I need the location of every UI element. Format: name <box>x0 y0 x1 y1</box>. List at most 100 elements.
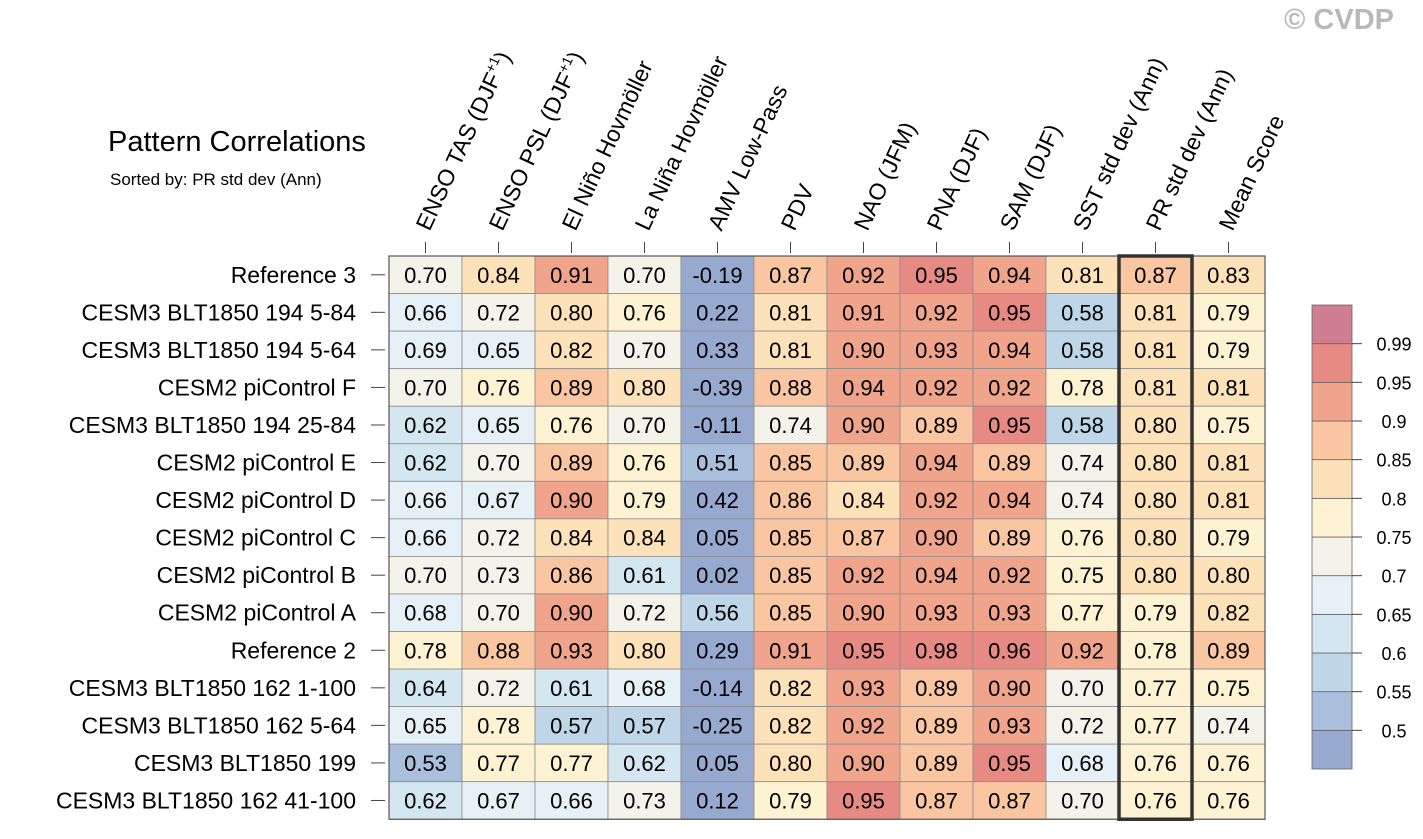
cell-value-label: 0.93 <box>915 338 958 363</box>
column-label: AMV Low-Pass <box>702 81 792 234</box>
cell-value-label: 0.02 <box>696 563 739 588</box>
heatmap-cell <box>753 480 828 520</box>
colorbar-swatch <box>1311 575 1353 615</box>
cell-value-label: 0.87 <box>842 526 885 551</box>
cell-value-label: 0.66 <box>550 788 593 813</box>
colorbar-tick-label: 0.9 <box>1381 412 1406 432</box>
cell-value-label: 0.78 <box>477 713 520 738</box>
row-label: CESM3 BLT1850 162 5-64 <box>82 712 357 738</box>
cell-value-label: 0.62 <box>404 451 447 476</box>
cell-value-label: 0.80 <box>1134 488 1177 513</box>
cell-value-label: 0.88 <box>769 375 812 400</box>
heatmap-cell <box>826 330 901 370</box>
cell-value-label: 0.76 <box>623 451 666 476</box>
heatmap-frame <box>388 255 1266 820</box>
column-label: PNA (DJF) <box>921 124 991 235</box>
heatmap-cell <box>972 255 1047 294</box>
cell-value-label: 0.82 <box>550 338 593 363</box>
heatmap-cell <box>680 593 755 632</box>
heatmap-cell <box>461 706 536 745</box>
heatmap-cell <box>534 405 609 445</box>
cell-value-label: 0.94 <box>988 263 1031 288</box>
cell-value-label: 0.76 <box>623 300 666 325</box>
heatmap-cell <box>1045 556 1120 595</box>
colorbar-tick-label: 0.6 <box>1381 644 1406 664</box>
cell-value-label: 0.74 <box>769 413 812 438</box>
cell-value-label: 0.80 <box>1134 413 1177 438</box>
cell-value-label: 0.81 <box>1061 263 1104 288</box>
cell-value-label: 0.85 <box>769 451 812 476</box>
heatmap-cell <box>607 556 682 595</box>
row-label: CESM2 piControl D <box>155 487 356 513</box>
cell-value-label: 0.84 <box>623 526 666 551</box>
cell-value-label: 0.79 <box>769 788 812 813</box>
cell-value-label: 0.81 <box>769 338 812 363</box>
cell-value-label: 0.92 <box>842 713 885 738</box>
cell-value-label: 0.92 <box>988 375 1031 400</box>
cell-value-label: 0.05 <box>696 751 739 776</box>
cell-value-label: 0.70 <box>623 413 666 438</box>
row-label: CESM2 piControl B <box>157 562 356 588</box>
cell-value-label: 0.87 <box>769 263 812 288</box>
heatmap-cell <box>388 255 463 294</box>
cell-value-label: 0.70 <box>623 263 666 288</box>
cell-value-label: 0.74 <box>1207 713 1250 738</box>
cell-value-label: 0.88 <box>477 638 520 663</box>
heatmap-cell <box>607 255 682 294</box>
row-label: CESM2 piControl C <box>155 525 356 551</box>
cell-value-label: 0.29 <box>696 638 739 663</box>
colorbar-swatch <box>1311 691 1353 731</box>
cell-value-label: 0.62 <box>404 413 447 438</box>
chart-title: Pattern Correlations <box>108 126 366 158</box>
cell-value-label: 0.90 <box>842 601 885 626</box>
heatmap-cell <box>753 593 828 632</box>
cell-value-label: 0.92 <box>842 563 885 588</box>
cell-value-label: 0.75 <box>1061 563 1104 588</box>
cell-value-label: 0.56 <box>696 601 739 626</box>
heatmap-cell <box>826 743 901 783</box>
heatmap-cell <box>753 556 828 595</box>
heatmap-cell <box>899 405 974 445</box>
row-label: CESM3 BLT1850 162 1-100 <box>69 675 356 701</box>
row-label: CESM3 BLT1850 194 5-84 <box>82 299 357 325</box>
heatmap-cell <box>461 368 536 407</box>
heatmap-cell <box>388 743 463 783</box>
cell-value-label: 0.76 <box>1134 788 1177 813</box>
colorbar-tick-label: 0.65 <box>1376 605 1411 625</box>
cell-value-label: 0.78 <box>1061 375 1104 400</box>
heatmap-cell <box>1191 593 1266 632</box>
heatmap-cell <box>388 330 463 370</box>
highlighted-column-box <box>1117 254 1194 821</box>
row-label: CESM2 piControl A <box>158 600 357 626</box>
heatmap-cell <box>534 668 609 707</box>
heatmap-cell <box>607 706 682 745</box>
heatmap-cell <box>972 368 1047 407</box>
cell-value-label: -0.39 <box>692 375 742 400</box>
cell-value-label: 0.80 <box>1134 451 1177 476</box>
cell-value-label: 0.77 <box>1134 676 1177 701</box>
cell-value-label: 0.92 <box>842 263 885 288</box>
colorbar-tick-label: 0.75 <box>1376 528 1411 548</box>
heatmap-cell <box>899 668 974 707</box>
cell-value-label: 0.70 <box>404 563 447 588</box>
cell-value-label: 0.95 <box>988 751 1031 776</box>
cell-value-label: 0.92 <box>915 375 958 400</box>
heatmap-cell <box>1045 293 1120 332</box>
cell-value-label: 0.91 <box>550 263 593 288</box>
cell-value-label: 0.72 <box>477 526 520 551</box>
cell-value-label: 0.58 <box>1061 413 1104 438</box>
cell-value-label: 0.92 <box>915 488 958 513</box>
cell-value-label: 0.72 <box>623 601 666 626</box>
cell-value-label: 0.67 <box>477 788 520 813</box>
cell-value-label: 0.72 <box>477 300 520 325</box>
cell-value-label: 0.87 <box>1134 263 1177 288</box>
cell-value-label: 0.57 <box>623 713 666 738</box>
cell-value-label: 0.69 <box>404 338 447 363</box>
cell-value-label: 0.73 <box>477 563 520 588</box>
cell-value-label: 0.78 <box>404 638 447 663</box>
heatmap-cell <box>680 668 755 707</box>
heatmap-cell <box>534 706 609 745</box>
cell-value-label: 0.82 <box>769 713 812 738</box>
heatmap-cell <box>1191 781 1266 820</box>
cell-value-label: 0.79 <box>1207 526 1250 551</box>
